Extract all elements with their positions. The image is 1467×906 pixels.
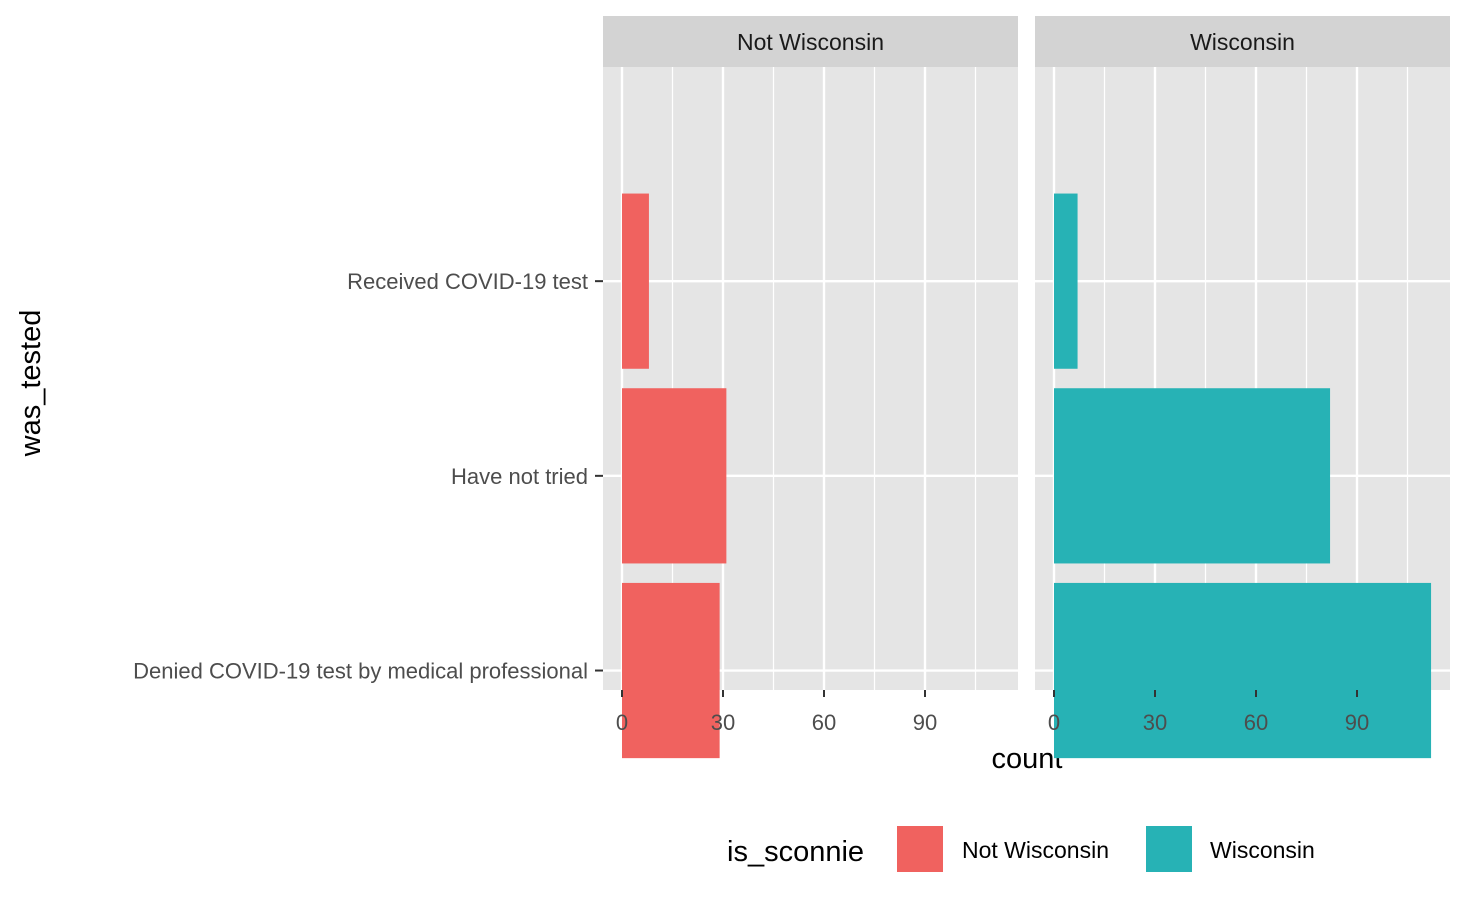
bar-wisconsin-received-covid-19-test bbox=[1054, 193, 1078, 369]
legend-swatch-wisconsin bbox=[1146, 826, 1192, 872]
bar-not-wisconsin-received-covid-19-test bbox=[622, 193, 649, 369]
x-tick-label: 0 bbox=[616, 710, 628, 735]
x-tick-label: 90 bbox=[1345, 710, 1369, 735]
y-axis: Received COVID-19 test Have not tried Deni… bbox=[133, 269, 603, 684]
x-tick-label: 60 bbox=[1244, 710, 1268, 735]
y-axis-title: was_tested bbox=[15, 310, 47, 458]
legend: is_sconnie Not Wisconsin Wisconsin bbox=[727, 826, 1315, 872]
facet-panel-wisconsin: Wisconsin 0 30 60 90 bbox=[1035, 16, 1450, 759]
x-tick-label: 30 bbox=[711, 710, 735, 735]
x-tick-label: 90 bbox=[913, 710, 937, 735]
legend-swatch-not-wisconsin bbox=[897, 826, 943, 872]
facet-panels: Not Wisconsin 0 30 60 90 Wisconsin 0 30 60 90 bbox=[603, 16, 1450, 759]
y-tick-label-received-covid-19-test: Received COVID-19 test bbox=[347, 269, 588, 294]
facet-strip bbox=[603, 16, 1018, 67]
x-tick-label: 30 bbox=[1143, 710, 1167, 735]
facet-panel-not-wisconsin: Not Wisconsin 0 30 60 90 bbox=[603, 16, 1018, 759]
x-tick-label: 0 bbox=[1048, 710, 1060, 735]
legend-label-not-wisconsin: Not Wisconsin bbox=[962, 837, 1109, 863]
y-tick-label-have-not-tried: Have not tried bbox=[451, 464, 588, 489]
facet-strip-label: Wisconsin bbox=[1190, 29, 1295, 55]
bar-not-wisconsin-denied-covid-19-test-by-medical-professional bbox=[622, 582, 720, 759]
bar-wisconsin-have-not-tried bbox=[1054, 388, 1331, 564]
legend-label-wisconsin: Wisconsin bbox=[1210, 837, 1315, 863]
facet-strip-label: Not Wisconsin bbox=[737, 29, 884, 55]
x-tick-label: 60 bbox=[812, 710, 836, 735]
legend-title: is_sconnie bbox=[727, 836, 864, 868]
x-axis-title: count bbox=[992, 743, 1063, 775]
y-tick-label-denied-covid-19-test-by-medical-professional: Denied COVID-19 test by medical professi… bbox=[133, 659, 588, 684]
bar-not-wisconsin-have-not-tried bbox=[622, 388, 727, 564]
facet-strip bbox=[1035, 16, 1450, 67]
bar-wisconsin-denied-covid-19-test-by-medical-professional bbox=[1054, 582, 1432, 759]
